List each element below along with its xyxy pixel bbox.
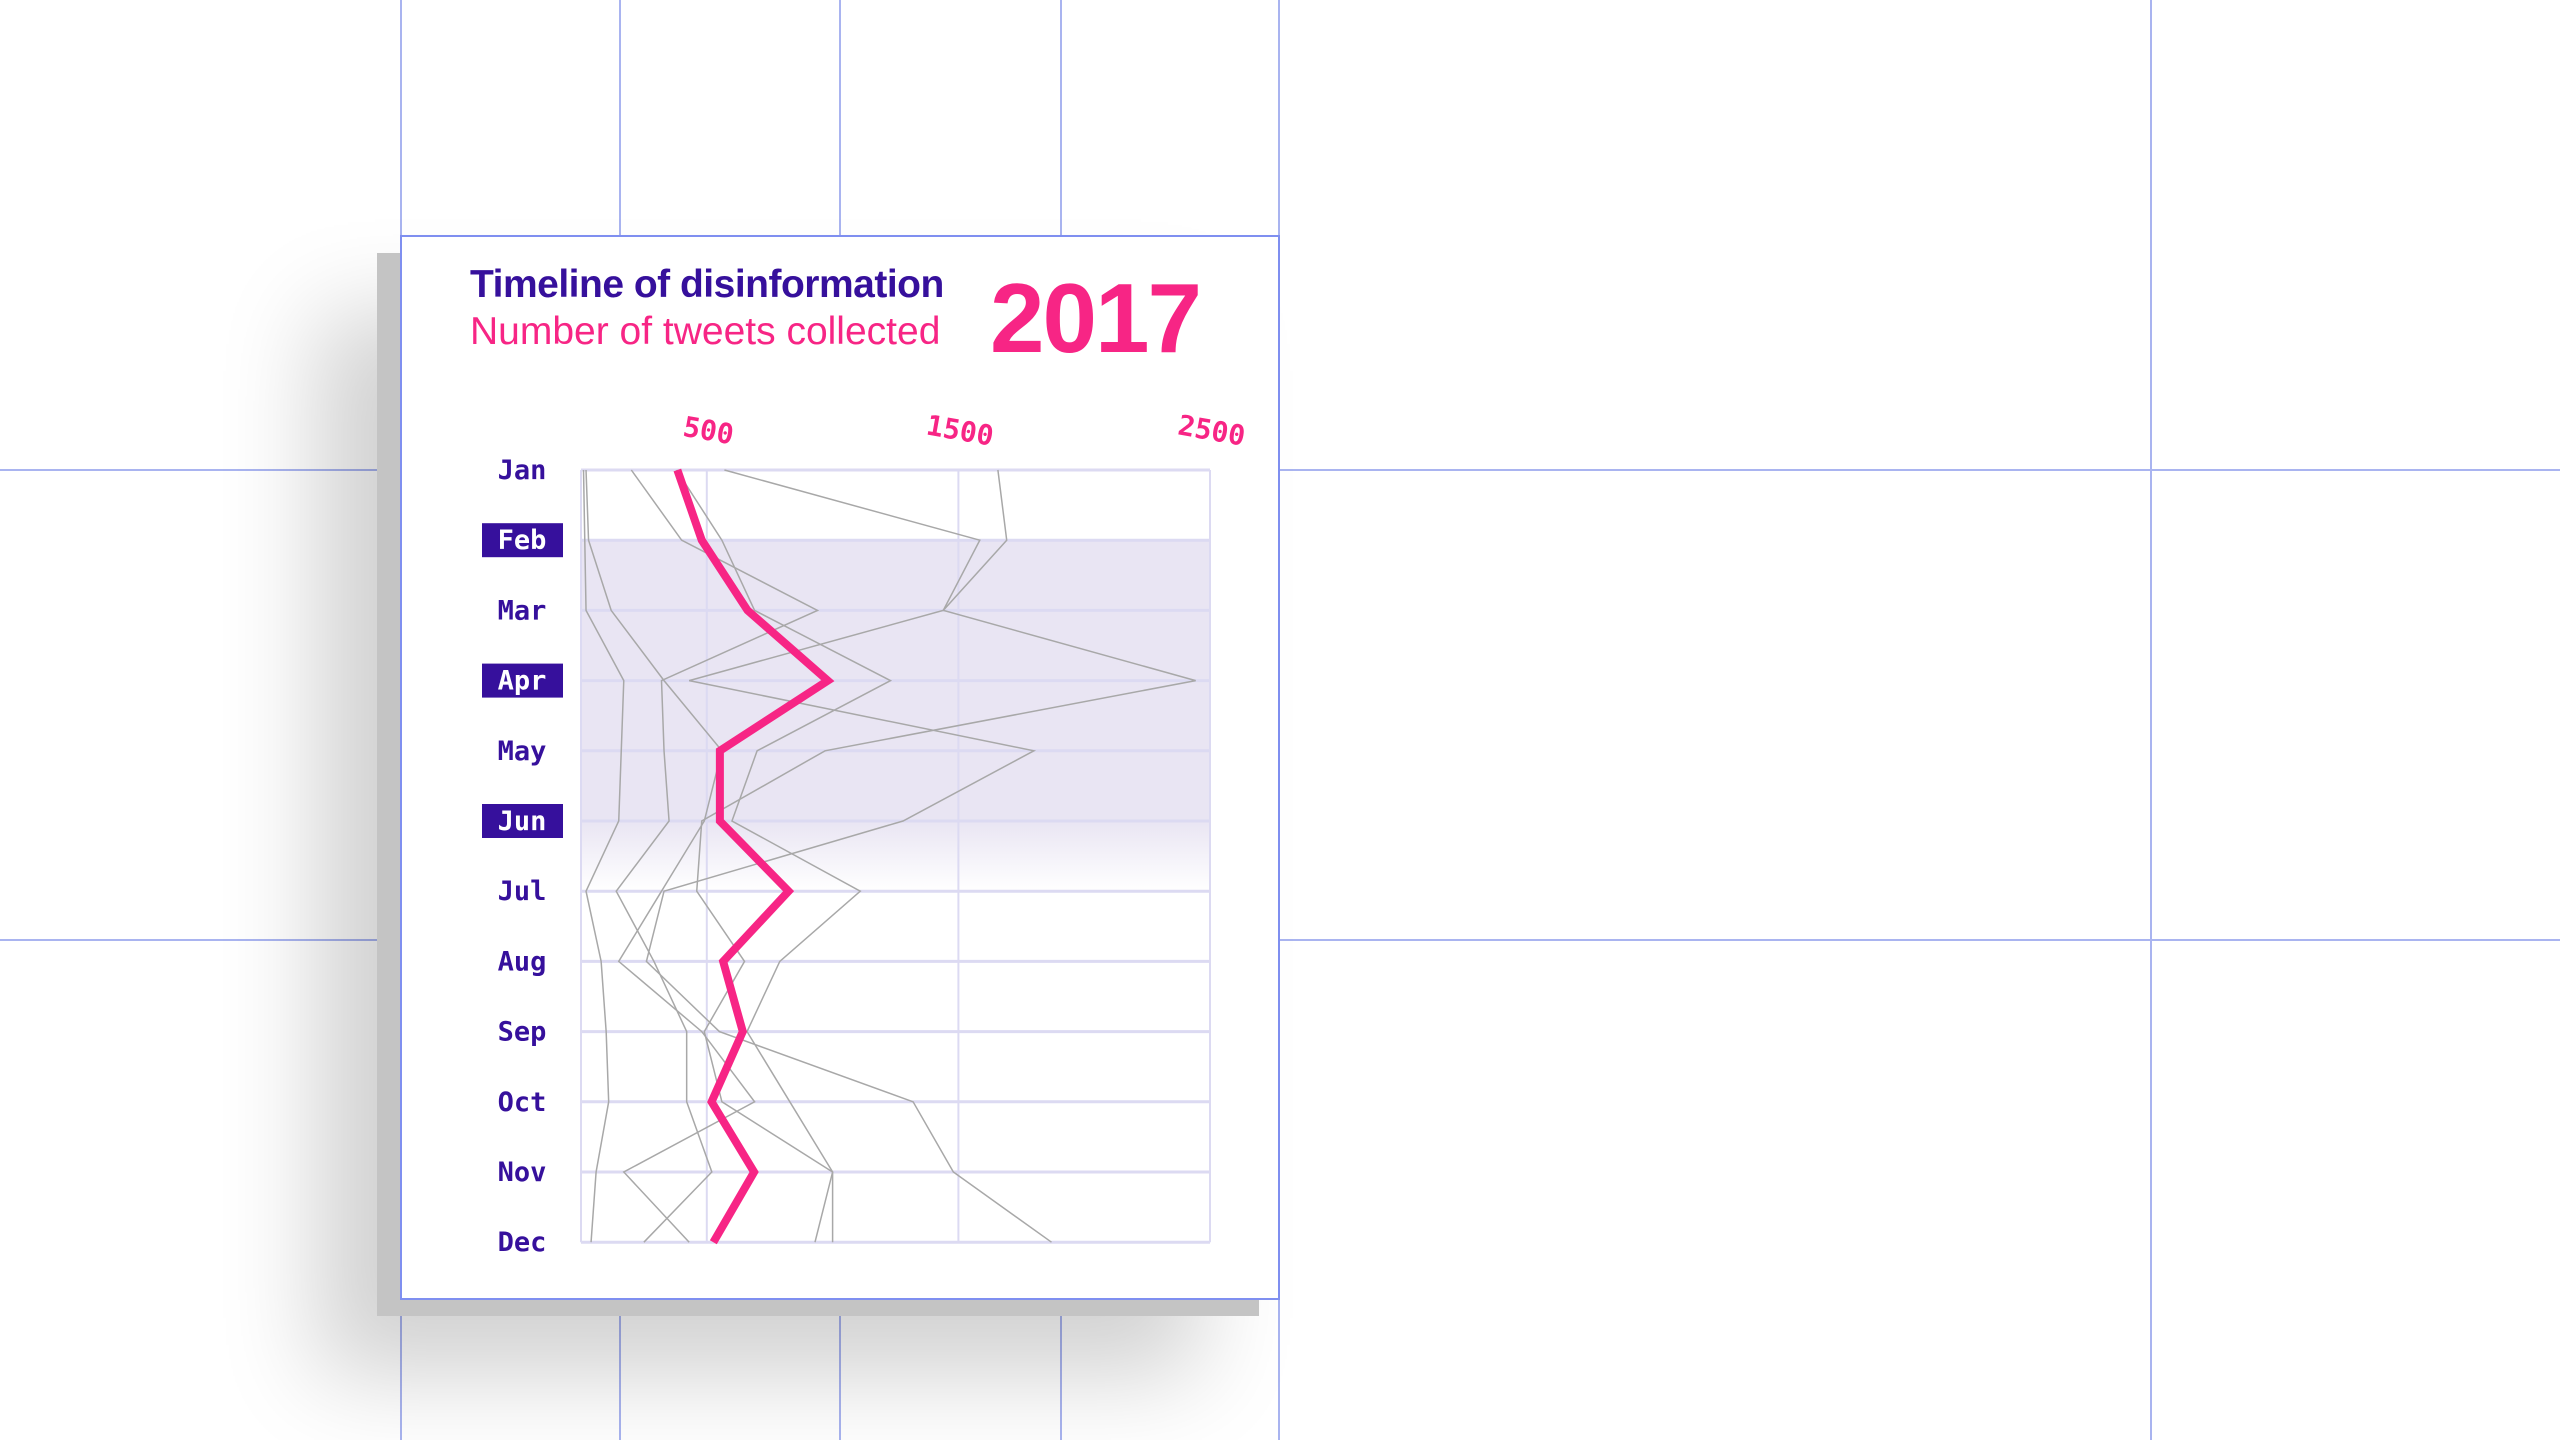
month-highlight-box: [482, 663, 563, 698]
month-label: Jul: [498, 876, 547, 907]
x-tick-label: 1500: [924, 409, 996, 453]
chart-title: Timeline of disinformation: [470, 263, 944, 306]
series-line-2: [615, 469, 820, 1243]
series-line-5: [695, 469, 1196, 1243]
month-label: Jun: [498, 806, 547, 837]
x-tick-label: 2500: [1176, 409, 1248, 453]
series-line-highlight: [673, 468, 835, 1245]
series-line-6: [585, 469, 756, 1243]
series-line-1: [582, 469, 625, 1243]
month-label: Sep: [498, 1017, 547, 1048]
chart-subtitle: Number of tweets collected: [470, 310, 941, 353]
month-label: Apr: [498, 666, 547, 697]
month-highlight-box: [482, 523, 563, 558]
series-line-3: [675, 469, 893, 1243]
series-line-4: [645, 469, 1052, 1243]
month-label: Feb: [498, 525, 547, 556]
month-label: Jan: [498, 455, 547, 486]
month-label: Aug: [498, 946, 547, 977]
year-label: 2017: [990, 263, 1202, 373]
month-label: Nov: [498, 1157, 547, 1188]
background-grid-line: [2150, 0, 2152, 1440]
month-label: Oct: [498, 1087, 547, 1118]
x-tick-label: 500: [681, 410, 737, 451]
highlight-band-fade: [581, 821, 1210, 892]
month-label: Mar: [498, 595, 547, 626]
month-label: May: [498, 736, 547, 767]
month-highlight-box: [482, 804, 563, 838]
background-grid-line: [0, 469, 2560, 471]
month-label: Dec: [498, 1227, 547, 1258]
background-grid-line: [0, 939, 2560, 941]
